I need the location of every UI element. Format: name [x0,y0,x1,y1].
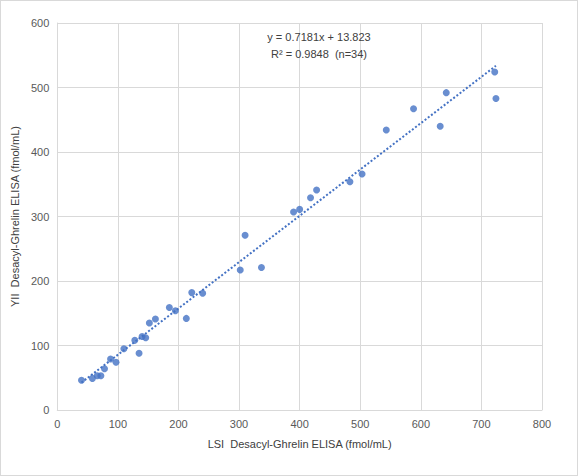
svg-text:0: 0 [54,418,60,430]
svg-text:500: 500 [31,82,49,94]
svg-text:0: 0 [43,404,49,416]
svg-text:300: 300 [31,211,49,223]
svg-text:R² = 0.9848 (n=34): R² = 0.9848 (n=34) [271,48,367,60]
svg-text:100: 100 [109,418,127,430]
svg-text:300: 300 [230,418,248,430]
svg-text:500: 500 [351,418,369,430]
svg-text:LSI Desacyl-Ghrelin ELISA (fm: LSI Desacyl-Ghrelin ELISA (fmol/mL) [208,438,392,450]
svg-text:y = 0.7181x + 13.823: y = 0.7181x + 13.823 [267,31,370,43]
svg-text:YII Desacyl-Ghrelin ELISA (fm: YII Desacyl-Ghrelin ELISA (fmol/mL) [9,126,21,307]
svg-text:200: 200 [169,418,187,430]
svg-text:100: 100 [31,340,49,352]
svg-text:400: 400 [290,418,308,430]
svg-text:700: 700 [472,418,490,430]
svg-text:800: 800 [533,418,551,430]
svg-text:200: 200 [31,275,49,287]
svg-text:600: 600 [31,17,49,29]
svg-text:400: 400 [31,146,49,158]
svg-text:600: 600 [412,418,430,430]
